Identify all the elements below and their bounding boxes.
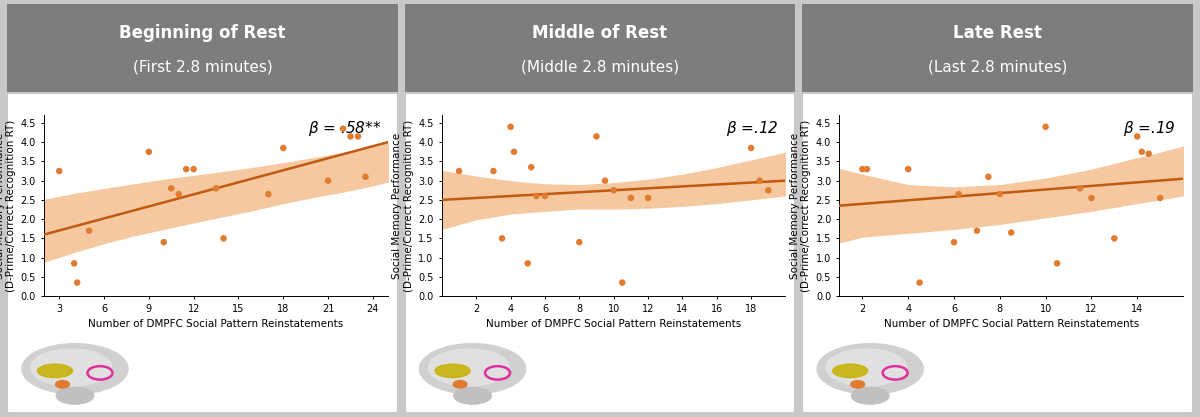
Point [49,168,68,174]
Point [613,279,632,286]
Y-axis label: Social Memory Performance
(D-Prime/Correct Recognition RT): Social Memory Performance (D-Prime/Corre… [790,120,811,292]
Point [356,173,376,180]
Circle shape [55,381,70,388]
Point [504,148,523,155]
Text: $\beta$ = .58**: $\beta$ = .58** [307,119,380,138]
Point [169,191,188,198]
Point [1105,235,1124,242]
Point [67,279,86,286]
Text: (Last 2.8 minutes): (Last 2.8 minutes) [928,60,1067,75]
Y-axis label: Social Memory Performance
(D-Prime/Correct Recognition RT): Social Memory Performance (D-Prime/Corre… [0,120,17,292]
X-axis label: Number of DMPFC Social Pattern Reinstatements: Number of DMPFC Social Pattern Reinstate… [89,319,343,329]
Ellipse shape [420,344,526,394]
Text: Beginning of Rest: Beginning of Rest [119,24,286,42]
Ellipse shape [833,364,868,377]
Point [1036,123,1055,130]
Point [522,164,541,171]
Circle shape [454,381,467,388]
Ellipse shape [37,364,72,377]
Point [742,145,761,151]
Ellipse shape [31,349,112,386]
Text: (Middle 2.8 minutes): (Middle 2.8 minutes) [521,60,679,75]
Point [1082,195,1102,201]
Point [1133,148,1152,155]
Point [853,166,872,173]
Point [979,173,998,180]
Point [604,187,623,193]
Point [1139,151,1158,157]
Point [857,166,876,173]
Point [535,193,554,199]
Point [1002,229,1021,236]
Point [484,168,503,174]
Point [334,126,353,132]
Point [500,123,520,130]
Point [1070,185,1090,192]
Point [758,187,778,193]
Point [450,168,469,174]
Point [1048,260,1067,267]
Point [1128,133,1147,140]
Point [944,239,964,246]
Point [341,133,360,140]
Point [899,166,918,173]
Point [162,185,181,192]
Ellipse shape [454,387,491,404]
Point [206,185,226,192]
Ellipse shape [817,344,923,394]
Text: Middle of Rest: Middle of Rest [533,24,667,42]
Point [595,177,614,184]
Point [622,195,641,201]
Point [949,191,968,198]
Point [570,239,589,246]
Point [910,279,929,286]
Text: $\beta$ =.19: $\beta$ =.19 [1123,119,1176,138]
Point [139,148,158,155]
Point [348,133,367,140]
Ellipse shape [436,364,470,377]
Point [750,177,769,184]
Point [154,239,173,246]
Point [184,166,203,173]
X-axis label: Number of DMPFC Social Pattern Reinstatements: Number of DMPFC Social Pattern Reinstate… [486,319,742,329]
Point [967,227,986,234]
Point [274,145,293,151]
Ellipse shape [22,344,128,394]
Point [259,191,278,198]
Point [527,193,546,199]
Point [990,191,1009,198]
Y-axis label: Social Memory Performance
(D-Prime/Correct Recognition RT): Social Memory Performance (D-Prime/Corre… [392,120,414,292]
Point [318,177,337,184]
Point [492,235,511,242]
X-axis label: Number of DMPFC Social Pattern Reinstatements: Number of DMPFC Social Pattern Reinstate… [883,319,1139,329]
Point [638,195,658,201]
Text: (First 2.8 minutes): (First 2.8 minutes) [132,60,272,75]
Point [176,166,196,173]
Point [65,260,84,267]
Point [587,133,606,140]
Point [518,260,538,267]
Ellipse shape [826,349,907,386]
Circle shape [851,381,864,388]
Text: Late Rest: Late Rest [953,24,1042,42]
Point [214,235,233,242]
Point [1151,195,1170,201]
Point [79,227,98,234]
Text: $\beta$ =.12: $\beta$ =.12 [726,119,779,138]
Ellipse shape [852,387,889,404]
Ellipse shape [428,349,510,386]
Ellipse shape [56,387,94,404]
